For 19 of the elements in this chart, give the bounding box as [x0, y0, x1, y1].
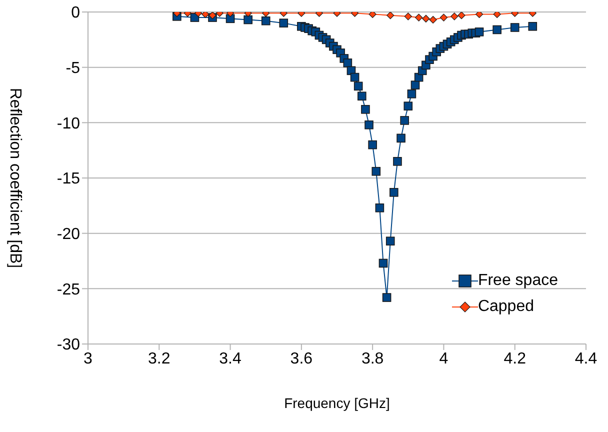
- x-tick-label: 4.2: [504, 350, 526, 368]
- y-tick-label: -5: [66, 60, 80, 78]
- x-tick-label: 4.4: [574, 350, 598, 368]
- legend-label: Free space: [478, 272, 558, 290]
- x-tick-label: 3: [84, 350, 93, 368]
- y-tick-label: 0: [71, 4, 80, 22]
- y-tick-label: -15: [56, 170, 80, 188]
- x-tick-label: 3.6: [290, 350, 313, 368]
- x-tick-label: 3.4: [219, 350, 242, 368]
- x-axis-title: Frequency [GHz]: [284, 395, 390, 411]
- x-tick-label: 3.8: [361, 350, 384, 368]
- y-tick-label: -10: [56, 115, 80, 132]
- y-tick-label: -25: [56, 281, 80, 298]
- legend-label: Capped: [478, 298, 534, 316]
- x-tick-label: 4: [439, 350, 448, 368]
- y-tick-label: -30: [56, 336, 80, 354]
- y-tick-label: -20: [56, 226, 80, 244]
- x-tick-label: 3.2: [148, 350, 170, 368]
- y-axis-title: Reflection coefficient [dB]: [6, 88, 24, 268]
